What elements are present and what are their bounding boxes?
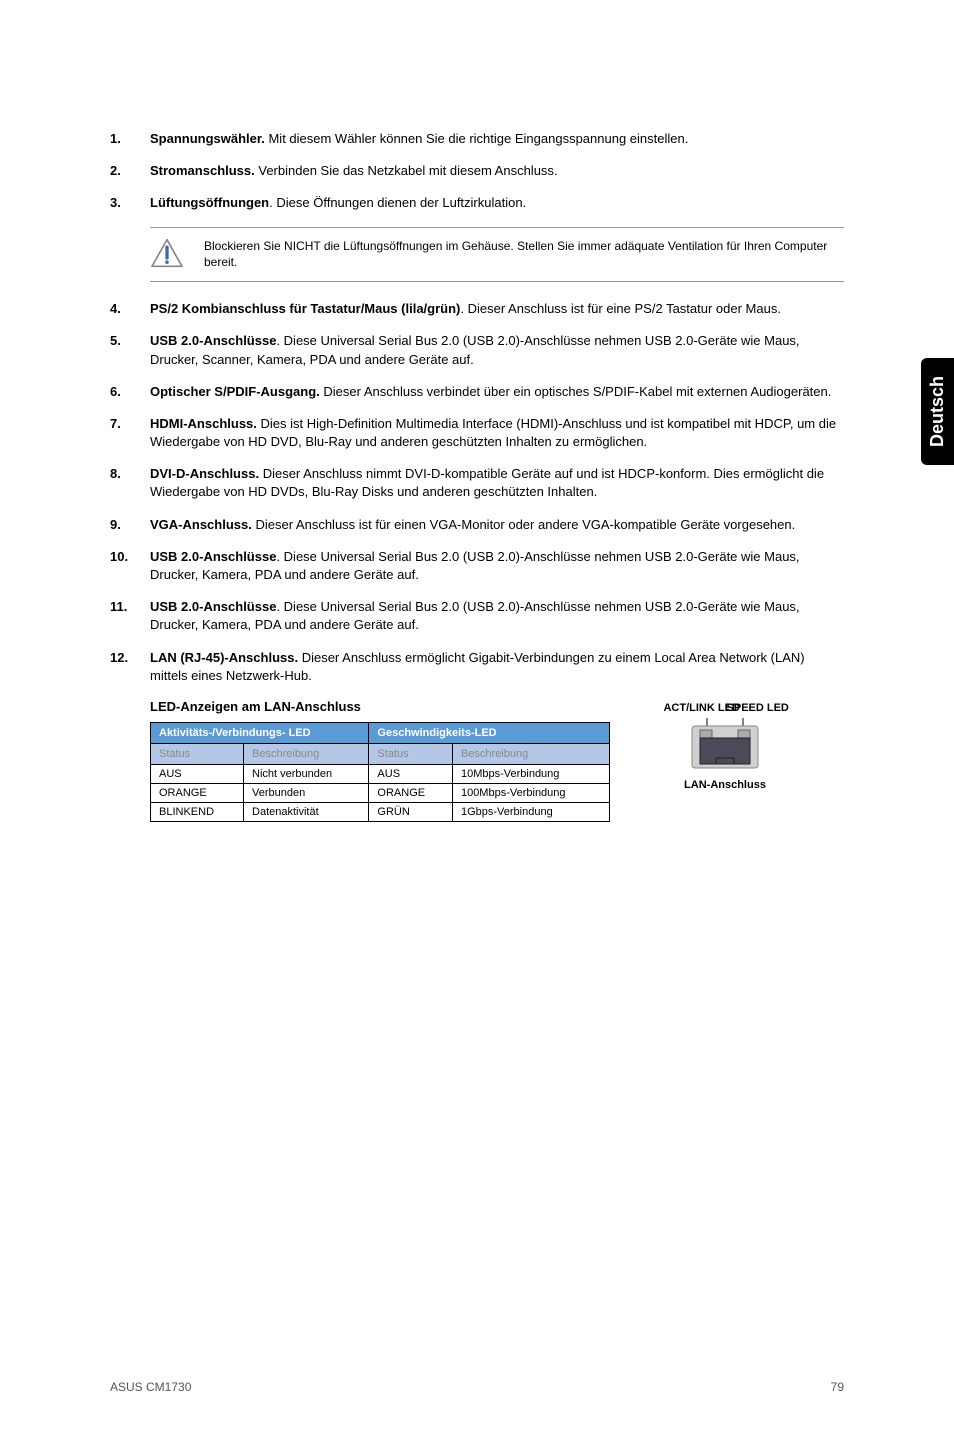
list-number: 1. [110, 130, 150, 148]
list-item: 9.VGA-Anschluss. Dieser Anschluss ist fü… [110, 516, 844, 534]
table-row: BLINKENDDatenaktivitätGRÜN1Gbps-Verbindu… [151, 802, 610, 821]
list-number: 6. [110, 383, 150, 401]
table-row: ORANGEVerbundenORANGE100Mbps-Verbindung [151, 783, 610, 802]
list-number: 11. [110, 598, 150, 634]
list-number: 2. [110, 162, 150, 180]
list-title: Optischer S/PDIF-Ausgang. [150, 384, 320, 399]
list-title: VGA-Anschluss. [150, 517, 252, 532]
diagram-label-right: SPEED LED [727, 702, 787, 714]
list-text: Mit diesem Wähler können Sie die richtig… [265, 131, 688, 146]
table-row: AUSNicht verbundenAUS10Mbps-Verbindung [151, 764, 610, 783]
list-title: USB 2.0-Anschlüsse [150, 599, 276, 614]
list-number: 9. [110, 516, 150, 534]
list-body: Optischer S/PDIF-Ausgang. Dieser Anschlu… [150, 383, 844, 401]
table-cell: 100Mbps-Verbindung [452, 783, 609, 802]
list-body: USB 2.0-Anschlüsse. Diese Universal Seri… [150, 598, 844, 634]
list-title: Lüftungsöffnungen [150, 195, 269, 210]
list-number: 5. [110, 332, 150, 368]
list-body: LAN (RJ-45)-Anschluss. Dieser Anschluss … [150, 649, 844, 685]
table-cell: Datenaktivität [244, 802, 369, 821]
list-item: 2.Stromanschluss. Verbinden Sie das Netz… [110, 162, 844, 180]
list-number: 10. [110, 548, 150, 584]
list-text: . Diese Öffnungen dienen der Luftzirkula… [269, 195, 526, 210]
list-title: Spannungswähler. [150, 131, 265, 146]
rj45-port-icon [690, 718, 760, 770]
list-text: . Dieser Anschluss ist für eine PS/2 Tas… [460, 301, 781, 316]
footer-model: ASUS CM1730 [110, 1380, 191, 1394]
list-body: Spannungswähler. Mit diesem Wähler könne… [150, 130, 844, 148]
list-text: Verbinden Sie das Netzkabel mit diesem A… [255, 163, 558, 178]
list-body: USB 2.0-Anschlüsse. Diese Universal Seri… [150, 548, 844, 584]
table-sub-header: Beschreibung [452, 743, 609, 764]
warning-note: Blockieren Sie NICHT die Lüftungsöffnung… [150, 227, 844, 283]
list-item: 6.Optischer S/PDIF-Ausgang. Dieser Ansch… [110, 383, 844, 401]
list-number: 7. [110, 415, 150, 451]
list-body: HDMI-Anschluss. Dies ist High-Definition… [150, 415, 844, 451]
list-title: LAN (RJ-45)-Anschluss. [150, 650, 298, 665]
table-sub-header: Status [151, 743, 244, 764]
table-cell: 10Mbps-Verbindung [452, 764, 609, 783]
diagram-label-left: ACT/LINK LED [663, 702, 723, 714]
list-item: 10.USB 2.0-Anschlüsse. Diese Universal S… [110, 548, 844, 584]
list-item: 8.DVI-D-Anschluss. Dieser Anschluss nimm… [110, 465, 844, 501]
list-body: PS/2 Kombianschluss für Tastatur/Maus (l… [150, 300, 844, 318]
list-title: PS/2 Kombianschluss für Tastatur/Maus (l… [150, 301, 460, 316]
list-title: USB 2.0-Anschlüsse [150, 549, 276, 564]
page-content: 1.Spannungswähler. Mit diesem Wähler kön… [0, 0, 954, 822]
list-item: 5.USB 2.0-Anschlüsse. Diese Universal Se… [110, 332, 844, 368]
list-number: 12. [110, 649, 150, 685]
list-item: 7.HDMI-Anschluss. Dies ist High-Definiti… [110, 415, 844, 451]
list-item: 4.PS/2 Kombianschluss für Tastatur/Maus … [110, 300, 844, 318]
page-footer: ASUS CM1730 79 [110, 1380, 844, 1394]
list-body: Lüftungsöffnungen. Diese Öffnungen diene… [150, 194, 844, 212]
diagram-caption: LAN-Anschluss [660, 779, 790, 791]
list-body: VGA-Anschluss. Dieser Anschluss ist für … [150, 516, 844, 534]
table-cell: AUS [151, 764, 244, 783]
list-item: 12.LAN (RJ-45)-Anschluss. Dieser Anschlu… [110, 649, 844, 685]
list-body: DVI-D-Anschluss. Dieser Anschluss nimmt … [150, 465, 844, 501]
list-body: Stromanschluss. Verbinden Sie das Netzka… [150, 162, 844, 180]
led-table: Aktivitäts-/Verbindungs- LED Geschwindig… [150, 722, 610, 822]
list-title: Stromanschluss. [150, 163, 255, 178]
table-cell: GRÜN [369, 802, 453, 821]
list-title: USB 2.0-Anschlüsse [150, 333, 276, 348]
list-number: 8. [110, 465, 150, 501]
list-title: HDMI-Anschluss. [150, 416, 257, 431]
table-group-header: Geschwindigkeits-LED [369, 722, 610, 743]
table-cell: AUS [369, 764, 453, 783]
footer-page-number: 79 [831, 1380, 844, 1394]
warning-text: Blockieren Sie NICHT die Lüftungsöffnung… [204, 238, 844, 272]
table-cell: ORANGE [369, 783, 453, 802]
list-item: 1.Spannungswähler. Mit diesem Wähler kön… [110, 130, 844, 148]
list-title: DVI-D-Anschluss. [150, 466, 259, 481]
list-text: Dieser Anschluss ist für einen VGA-Monit… [252, 517, 795, 532]
warning-icon [150, 238, 184, 268]
table-cell: ORANGE [151, 783, 244, 802]
table-cell: Nicht verbunden [244, 764, 369, 783]
table-cell: BLINKEND [151, 802, 244, 821]
table-sub-header: Status [369, 743, 453, 764]
list-item: 3.Lüftungsöffnungen. Diese Öffnungen die… [110, 194, 844, 212]
list-body: USB 2.0-Anschlüsse. Diese Universal Seri… [150, 332, 844, 368]
table-cell: Verbunden [244, 783, 369, 802]
table-group-header: Aktivitäts-/Verbindungs- LED [151, 722, 369, 743]
table-sub-header: Beschreibung [244, 743, 369, 764]
list-number: 3. [110, 194, 150, 212]
language-tab: Deutsch [921, 358, 954, 465]
lan-port-diagram: ACT/LINK LED SPEED LED LAN-Anschluss [660, 702, 790, 791]
list-text: Dieser Anschluss verbindet über ein opti… [320, 384, 832, 399]
table-cell: 1Gbps-Verbindung [452, 802, 609, 821]
list-number: 4. [110, 300, 150, 318]
list-item: 11.USB 2.0-Anschlüsse. Diese Universal S… [110, 598, 844, 634]
